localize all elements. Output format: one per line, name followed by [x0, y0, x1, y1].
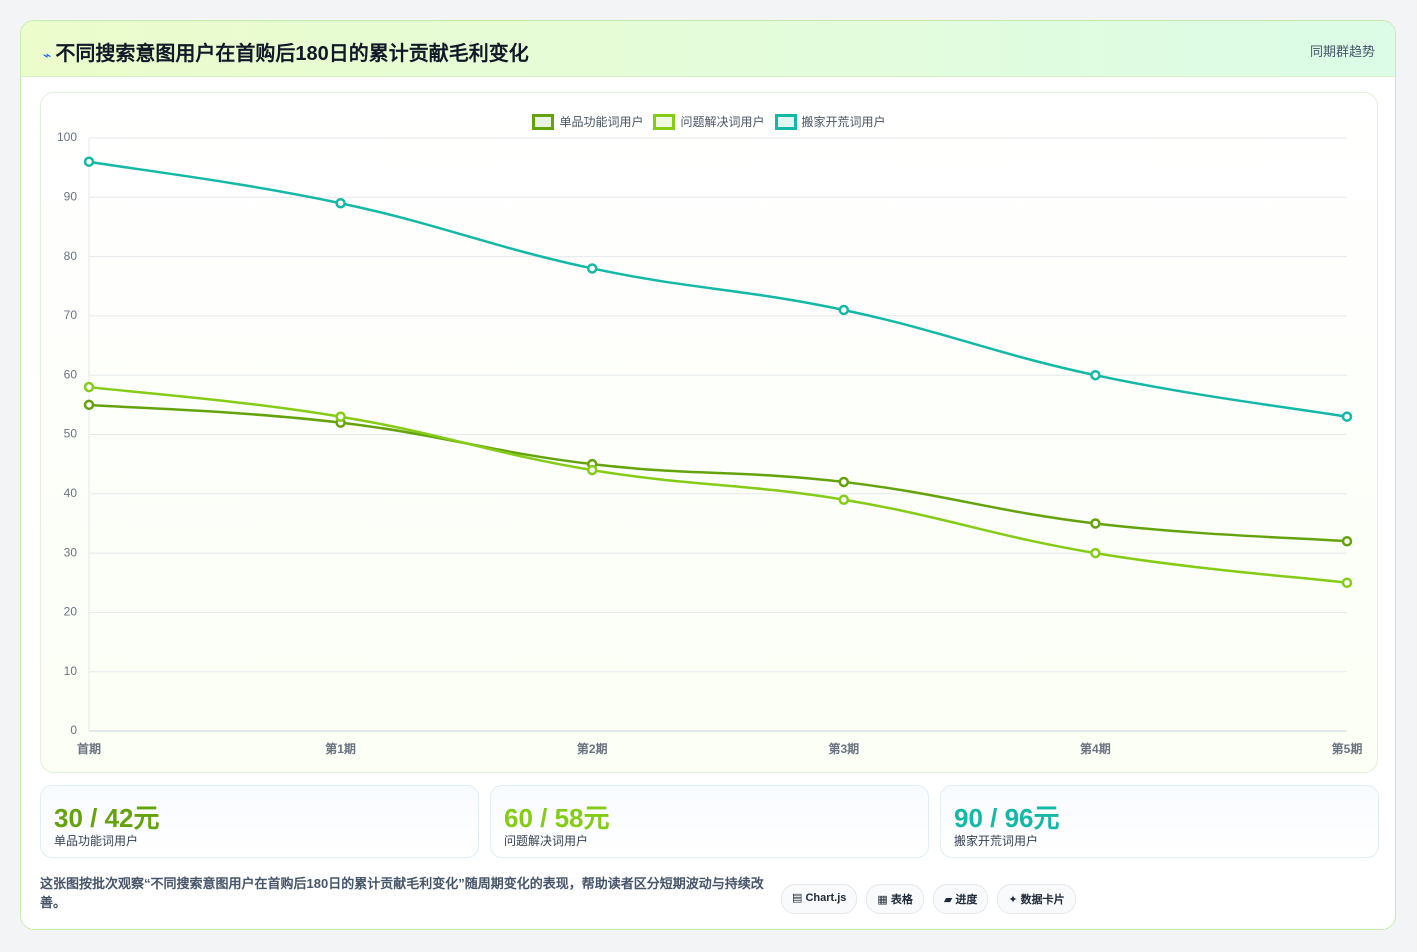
legend-label: 搬家开荒词用户 — [801, 115, 886, 129]
legend: 单品功能词用户 问题解决词用户 搬家开荒词用户 — [41, 113, 1377, 130]
data-point — [83, 381, 95, 393]
y-tick-label: 10 — [64, 664, 78, 678]
stat-card: 60 / 58元 问题解决词用户 — [490, 785, 929, 858]
series-line — [88, 385, 1348, 584]
card: ⌁ 不同搜索意图用户在首购后180日的累计贡献毛利变化 同期群趋势 单品功能词用… — [20, 20, 1396, 930]
header: ⌁ 不同搜索意图用户在首购后180日的累计贡献毛利变化 同期群趋势 — [21, 21, 1395, 77]
data-point — [586, 464, 598, 476]
chip-label: 数据卡片 — [1020, 894, 1065, 906]
chip: ▦ 表格 — [866, 884, 924, 914]
chip: ▰ 进度 — [932, 884, 989, 914]
data-point — [83, 399, 95, 411]
data-point — [838, 476, 850, 488]
legend-item: 问题解决词用户 — [653, 113, 765, 130]
y-tick-label: 0 — [70, 723, 77, 737]
tag: 同期群趋势 — [1309, 44, 1375, 59]
stat-label: 问题解决词用户 — [504, 834, 589, 848]
legend-swatch — [532, 113, 555, 130]
title-text: 不同搜索意图用户在首购后180日的累计贡献毛利变化 — [55, 43, 529, 65]
chip-label: Chart.js — [805, 892, 847, 904]
chip-label: 表格 — [890, 894, 913, 906]
stat-value: 30 / 42元 — [54, 803, 160, 833]
stat-value: 60 / 58元 — [504, 803, 610, 833]
data-point — [586, 263, 598, 274]
x-tick-label: 第1期 — [325, 741, 356, 756]
chip-label: 进度 — [955, 894, 978, 906]
footer-text: 这张图按批次观察“不同搜索意图用户在首购后180日的累计贡献毛利变化”随周期变化… — [40, 876, 764, 910]
data-point — [335, 411, 346, 422]
legend-label: 问题解决词用户 — [680, 115, 765, 129]
chips: ▤ Chart.js ▦ 表格 ▰ 进度 ✦ 数据卡片 — [781, 884, 1076, 914]
data-point — [1090, 518, 1101, 529]
title: ⌁ 不同搜索意图用户在首购后180日的累计贡献毛利变化 — [43, 43, 529, 65]
legend-item: 搬家开荒词用户 — [774, 113, 886, 130]
x-tick-label: 首期 — [77, 741, 101, 756]
chip: ▤ Chart.js — [781, 884, 858, 914]
legend-swatch — [653, 113, 676, 130]
y-tick-label: 90 — [64, 189, 78, 203]
data-point — [1341, 577, 1353, 588]
y-tick-label: 30 — [64, 545, 78, 559]
legend-swatch — [774, 113, 797, 130]
data-point — [838, 304, 850, 316]
x-tick-label: 第3期 — [828, 741, 859, 756]
legend-item: 单品功能词用户 — [532, 113, 643, 130]
legend-label: 单品功能词用户 — [559, 115, 644, 129]
data-point — [1341, 411, 1353, 422]
x-tick-label: 第4期 — [1080, 741, 1111, 756]
data-point — [83, 156, 95, 167]
y-tick-label: 20 — [64, 605, 78, 619]
stat-value: 90 / 96元 — [954, 803, 1060, 833]
data-point — [1341, 535, 1353, 547]
y-tick-label: 100 — [57, 130, 77, 144]
y-tick-label: 80 — [64, 249, 78, 263]
stat-card: 90 / 96元 搬家开荒词用户 — [940, 785, 1379, 858]
data-point — [335, 197, 346, 209]
data-point — [838, 494, 850, 505]
stat-card: 30 / 42元 单品功能词用户 — [40, 785, 479, 858]
y-tick-label: 70 — [64, 308, 78, 322]
chip: ✦ 数据卡片 — [997, 884, 1076, 914]
stat-label: 单品功能词用户 — [54, 834, 139, 848]
series-line — [88, 160, 1348, 418]
data-point — [1090, 369, 1101, 381]
data-point — [1090, 547, 1101, 559]
x-tick-label: 第2期 — [577, 741, 608, 756]
stat-label: 搬家开荒词用户 — [954, 834, 1039, 848]
series-line — [88, 403, 1348, 543]
chart: 0 10 20 30 40 50 60 70 80 90 100 首期 第1期 第2期 第3期 第4期 第5期 — [57, 130, 1363, 756]
y-tick-label: 40 — [64, 486, 78, 500]
x-tick-label: 第5期 — [1332, 741, 1363, 756]
y-tick-label: 50 — [64, 427, 78, 441]
y-tick-label: 60 — [64, 367, 78, 381]
chart-panel: 单品功能词用户 问题解决词用户 搬家开荒词用户 0 10 20 30 40 50 60 70 80 9… — [40, 92, 1378, 773]
